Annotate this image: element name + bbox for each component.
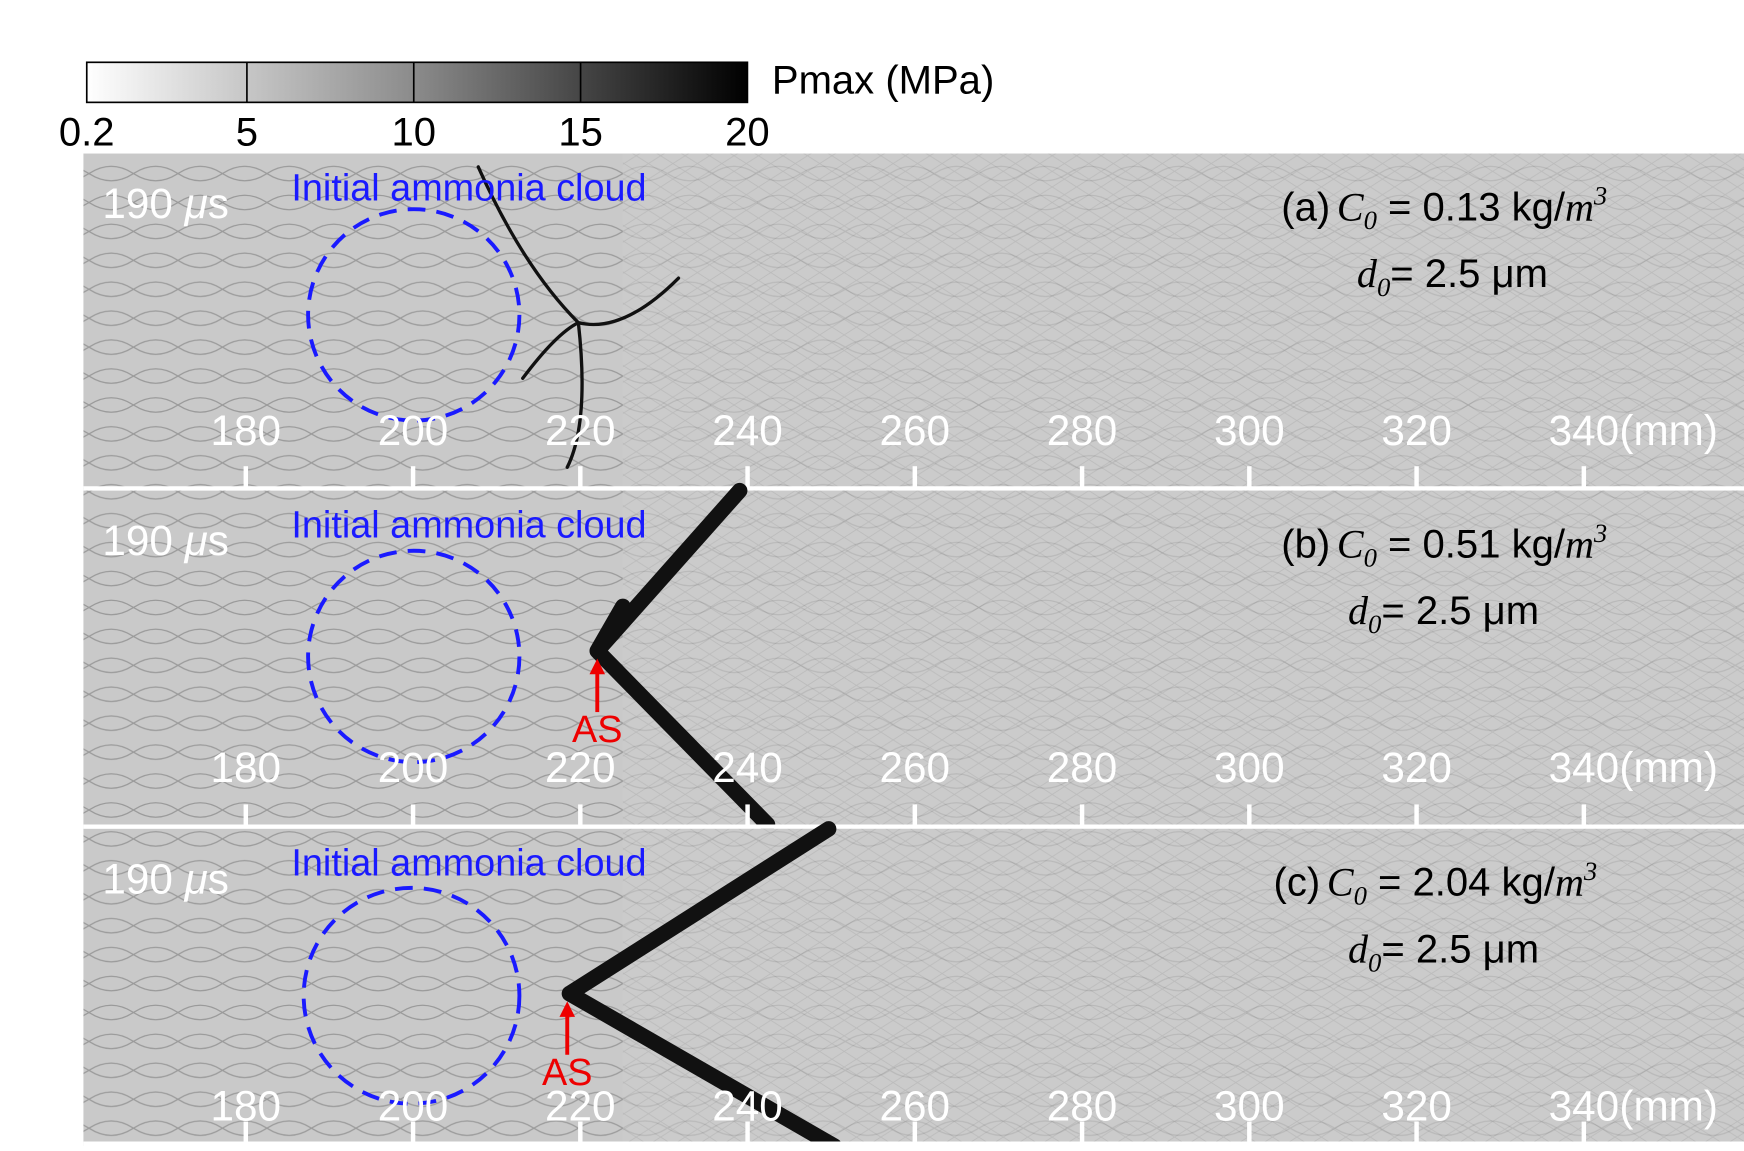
d-symbol: d bbox=[1348, 588, 1369, 633]
colorbar-tick-label: 20 bbox=[725, 111, 770, 155]
c-sub: 0 bbox=[1364, 205, 1377, 235]
d-symbol: d bbox=[1348, 926, 1369, 971]
d-value: = 2.5 μm bbox=[1381, 589, 1539, 633]
c-sub: 0 bbox=[1354, 881, 1367, 911]
d-value: = 2.5 μm bbox=[1381, 927, 1539, 971]
time-unit: s bbox=[208, 180, 229, 227]
cloud-label: Initial ammonia cloud bbox=[291, 167, 646, 209]
colorbar-tick-label: 0.2 bbox=[59, 111, 115, 155]
case-label: (a)C0 = 0.13 kg/m3 bbox=[1281, 181, 1607, 235]
time-value: 190 bbox=[102, 517, 184, 564]
d-sub: 0 bbox=[1368, 609, 1381, 639]
c-sup: 3 bbox=[1593, 181, 1607, 211]
d-sub: 0 bbox=[1377, 272, 1390, 302]
axis-tick-label: 300 bbox=[1214, 1082, 1285, 1129]
axis-tick-label: 340 bbox=[1549, 744, 1620, 791]
axis-tick-label: 260 bbox=[880, 407, 951, 454]
c-symbol: C bbox=[1327, 860, 1355, 905]
axis-tick-label: 320 bbox=[1381, 407, 1452, 454]
c-unit: m bbox=[1565, 184, 1594, 229]
axis-unit: (mm) bbox=[1619, 407, 1718, 454]
axis-tick-label: 240 bbox=[712, 407, 783, 454]
axis-tick-label: 340 bbox=[1549, 1082, 1620, 1129]
time-value: 190 bbox=[102, 180, 184, 227]
c-value: = 2.04 kg/ bbox=[1367, 861, 1556, 905]
axis-tick-label: 220 bbox=[545, 744, 616, 791]
axis-tick-label: 200 bbox=[378, 407, 449, 454]
cloud-label: Initial ammonia cloud bbox=[291, 843, 646, 885]
case-label: (b)C0 = 0.51 kg/m3 bbox=[1281, 518, 1607, 572]
cloud-label: Initial ammonia cloud bbox=[291, 504, 646, 546]
c-unit: m bbox=[1555, 860, 1584, 905]
page: {"colorbar": {"label": "Pmax (MPa)", "ti… bbox=[0, 0, 1744, 1146]
time-label: 190 μs bbox=[102, 855, 229, 902]
axis-tick-label: 200 bbox=[378, 744, 449, 791]
time-label: 190 μs bbox=[102, 180, 229, 227]
c-value: = 0.13 kg/ bbox=[1377, 185, 1566, 229]
axis-tick-label: 180 bbox=[211, 1082, 282, 1129]
axis-tick-label: 320 bbox=[1381, 1082, 1452, 1129]
axis-tick-label: 300 bbox=[1214, 744, 1285, 791]
case-tag: (b) bbox=[1281, 522, 1330, 566]
d-value: = 2.5 μm bbox=[1390, 252, 1548, 296]
axis-tick-label: 300 bbox=[1214, 407, 1285, 454]
axis-tick-label: 180 bbox=[211, 744, 282, 791]
time-unit: s bbox=[208, 517, 229, 564]
axis-tick-label: 260 bbox=[880, 1082, 951, 1129]
colorbar-tick-label: 5 bbox=[236, 111, 258, 155]
figure: 0.25101520Pmax (MPa)190 μsInitial ammoni… bbox=[0, 0, 1744, 1146]
c-symbol: C bbox=[1337, 184, 1365, 229]
axis-tick-label: 240 bbox=[712, 1082, 783, 1129]
axis-tick-label: 340 bbox=[1549, 407, 1620, 454]
axis-unit: (mm) bbox=[1619, 744, 1718, 791]
axis-tick-label: 280 bbox=[1047, 1082, 1118, 1129]
colorbar bbox=[87, 62, 748, 102]
time-value: 190 bbox=[102, 855, 184, 902]
axis-tick-label: 200 bbox=[378, 1082, 449, 1129]
case-tag: (c) bbox=[1274, 861, 1321, 905]
axis-tick-label: 220 bbox=[545, 1082, 616, 1129]
axis-tick-label: 180 bbox=[211, 407, 282, 454]
c-sup: 3 bbox=[1583, 856, 1597, 886]
axis-tick-label: 240 bbox=[712, 744, 783, 791]
axis-tick-label: 280 bbox=[1047, 744, 1118, 791]
case-tag: (a) bbox=[1281, 185, 1330, 229]
c-value: = 0.51 kg/ bbox=[1377, 522, 1566, 566]
axis-tick-label: 260 bbox=[880, 744, 951, 791]
c-unit: m bbox=[1565, 521, 1594, 566]
axis-tick-label: 280 bbox=[1047, 407, 1118, 454]
d-sub: 0 bbox=[1368, 947, 1381, 977]
c-sub: 0 bbox=[1364, 542, 1377, 572]
axis-tick-label: 220 bbox=[545, 407, 616, 454]
colorbar-tick-label: 15 bbox=[558, 111, 603, 155]
time-mu: μ bbox=[184, 517, 208, 564]
time-unit: s bbox=[208, 855, 229, 902]
time-mu: μ bbox=[184, 855, 208, 902]
colorbar-label: Pmax (MPa) bbox=[772, 58, 994, 102]
time-mu: μ bbox=[184, 180, 208, 227]
d-symbol: d bbox=[1357, 251, 1378, 296]
c-sup: 3 bbox=[1593, 518, 1607, 548]
axis-tick-label: 320 bbox=[1381, 744, 1452, 791]
c-symbol: C bbox=[1337, 521, 1365, 566]
time-label: 190 μs bbox=[102, 517, 229, 564]
colorbar-tick-label: 10 bbox=[391, 111, 436, 155]
axis-unit: (mm) bbox=[1619, 1082, 1718, 1129]
